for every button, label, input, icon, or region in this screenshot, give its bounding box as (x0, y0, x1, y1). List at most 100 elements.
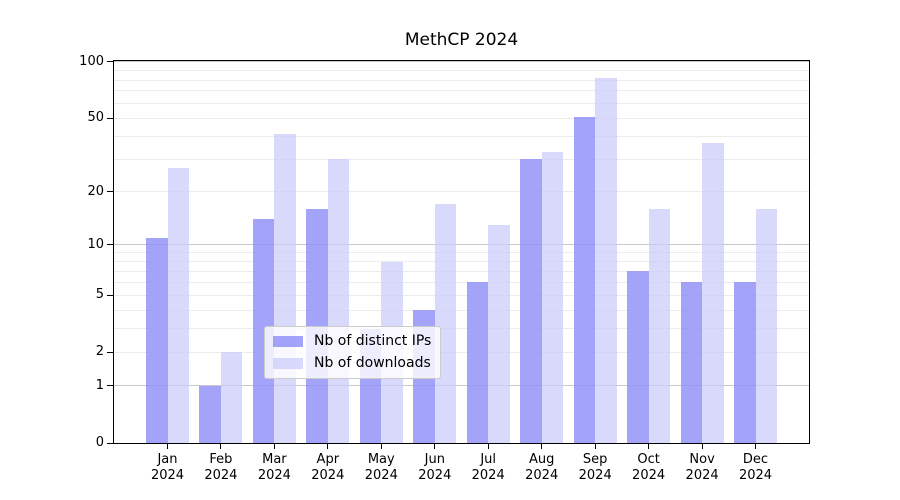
bar-nb-of-distinct-ips-aug (520, 159, 542, 443)
minor-gridline-70 (114, 90, 809, 92)
bar-nb-of-downloads-aug (541, 151, 564, 443)
legend-label-nb-of-distinct-ips: Nb of distinct IPs (314, 333, 432, 349)
x-tick-year-mar: 2024 (257, 468, 291, 483)
minor-gridline-20 (114, 191, 809, 192)
major-gridline-1 (114, 385, 809, 387)
x-tick-mar (273, 444, 275, 449)
legend-swatch-nb-of-downloads (273, 358, 303, 369)
x-tick-nov (701, 444, 703, 449)
x-tick-label-mar: Mar 2024 (242, 452, 306, 484)
x-tick-month-jul: Jul (480, 452, 497, 467)
bar-nb-of-distinct-ips-nov (680, 282, 703, 443)
x-tick-may (380, 444, 382, 449)
bar-nb-of-downloads-jul (488, 225, 510, 443)
legend-entry-nb-of-downloads: Nb of downloads (273, 355, 431, 372)
minor-gridline-50 (114, 117, 809, 119)
x-tick-aug (541, 444, 543, 449)
x-tick-dec (755, 444, 756, 449)
bar-nb-of-downloads-sep (595, 78, 617, 443)
x-tick-label-jun: Jun 2024 (403, 452, 467, 484)
y-tick-label-50: 50 (87, 110, 104, 126)
x-tick-jan (167, 444, 168, 449)
x-tick-apr (327, 444, 329, 449)
minor-gridline-9 (114, 252, 809, 254)
minor-gridline-5 (114, 294, 809, 296)
bar-nb-of-distinct-ips-feb (199, 385, 221, 443)
major-gridline-100 (114, 61, 809, 63)
major-gridline-10 (114, 244, 809, 246)
minor-gridline-2 (114, 351, 809, 353)
bar-nb-of-downloads-oct (648, 209, 671, 443)
x-tick-jul (487, 444, 489, 449)
bar-nb-of-downloads-dec (755, 209, 777, 443)
x-tick-month-oct: Oct (637, 452, 660, 467)
x-tick-oct (648, 444, 650, 449)
y-tick-0 (107, 442, 113, 444)
x-tick-sep (594, 444, 596, 449)
bar-nb-of-distinct-ips-jul (466, 282, 489, 443)
x-tick-year-may: 2024 (364, 468, 398, 483)
chart-title: MethCP 2024 (404, 30, 519, 50)
y-tick-label-10: 10 (87, 236, 104, 252)
minor-gridline-30 (114, 158, 809, 160)
x-tick-feb (220, 444, 222, 449)
x-tick-label-oct: Oct 2024 (617, 452, 681, 484)
y-tick-label-2: 2 (95, 344, 104, 360)
legend-entry-nb-of-distinct-ips: Nb of distinct IPs (273, 333, 431, 350)
x-tick-year-apr: 2024 (311, 468, 345, 483)
y-tick-10 (107, 244, 113, 246)
x-tick-month-aug: Aug (528, 452, 555, 467)
x-tick-year-feb: 2024 (204, 468, 238, 483)
minor-gridline-6 (114, 281, 809, 283)
x-tick-year-oct: 2024 (632, 468, 666, 483)
x-tick-label-may: May 2024 (349, 452, 413, 484)
bar-nb-of-downloads-mar (274, 134, 296, 443)
minor-gridline-80 (114, 79, 809, 81)
bar-nb-of-distinct-ips-sep (573, 116, 596, 443)
x-tick-year-jul: 2024 (471, 468, 505, 483)
bar-nb-of-distinct-ips-oct (627, 271, 649, 443)
bar-nb-of-distinct-ips-mar (252, 219, 275, 443)
x-tick-year-dec: 2024 (738, 468, 773, 483)
minor-gridline-60 (114, 103, 809, 104)
x-tick-month-feb: Feb (209, 452, 233, 467)
minor-gridline-7 (114, 270, 809, 272)
x-tick-month-nov: Nov (689, 452, 715, 467)
x-tick-year-jun: 2024 (418, 468, 452, 483)
y-tick-2 (107, 351, 113, 353)
bar-nb-of-downloads-feb (220, 352, 243, 443)
x-tick-month-may: May (367, 452, 395, 467)
x-tick-label-aug: Aug 2024 (510, 452, 574, 484)
y-tick-label-5: 5 (95, 287, 104, 302)
x-tick-month-dec: Dec (742, 452, 769, 467)
x-tick-label-dec: Dec 2024 (724, 452, 788, 484)
legend-swatch-nb-of-distinct-ips (273, 336, 303, 347)
x-tick-year-nov: 2024 (685, 468, 719, 483)
y-tick-label-1: 1 (95, 377, 104, 393)
bar-nb-of-distinct-ips-dec (734, 282, 756, 443)
bar-nb-of-downloads-apr (327, 159, 350, 443)
minor-gridline-8 (114, 261, 809, 262)
y-tick-50 (107, 117, 113, 119)
x-tick-label-feb: Feb 2024 (189, 452, 253, 484)
x-tick-month-apr: Apr (316, 452, 340, 467)
legend: Nb of distinct IPs Nb of downloads (264, 326, 442, 379)
x-tick-month-mar: Mar (262, 452, 287, 467)
minor-gridline-4 (114, 309, 809, 311)
x-tick-label-nov: Nov 2024 (670, 452, 734, 484)
x-tick-year-sep: 2024 (578, 468, 612, 483)
y-tick-5 (107, 294, 113, 296)
plot-area (113, 60, 810, 444)
x-tick-label-apr: Apr 2024 (296, 452, 360, 484)
y-tick-label-20: 20 (87, 183, 104, 199)
x-tick-month-jun: Jun (424, 452, 445, 467)
x-tick-jun (434, 444, 436, 449)
minor-gridline-40 (114, 135, 809, 137)
bar-nb-of-downloads-nov (702, 142, 724, 443)
minor-gridline-3 (114, 328, 809, 329)
bar-nb-of-downloads-jan (167, 167, 189, 443)
bar-nb-of-distinct-ips-jan (146, 237, 168, 443)
x-tick-month-jan: Jan (157, 452, 178, 467)
legend-label-nb-of-downloads: Nb of downloads (314, 355, 431, 371)
